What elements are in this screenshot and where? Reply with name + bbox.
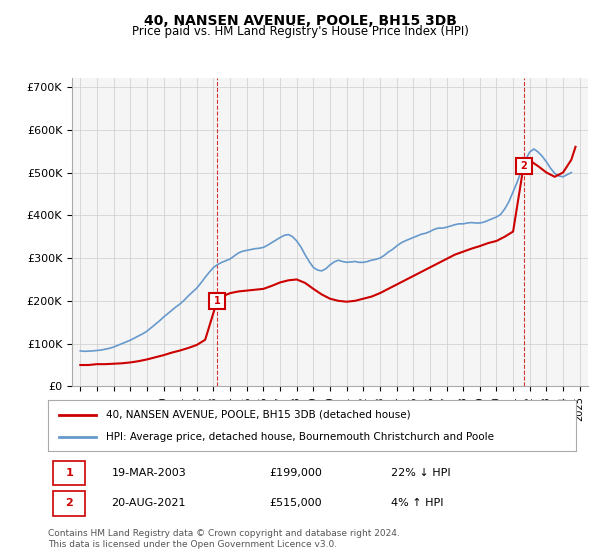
Text: £515,000: £515,000: [270, 498, 322, 508]
Text: 22% ↓ HPI: 22% ↓ HPI: [391, 468, 451, 478]
Text: 19-MAR-2003: 19-MAR-2003: [112, 468, 186, 478]
Text: HPI: Average price, detached house, Bournemouth Christchurch and Poole: HPI: Average price, detached house, Bour…: [106, 432, 494, 442]
Text: 1: 1: [214, 296, 220, 306]
Text: 40, NANSEN AVENUE, POOLE, BH15 3DB (detached house): 40, NANSEN AVENUE, POOLE, BH15 3DB (deta…: [106, 409, 411, 419]
Text: 2: 2: [520, 161, 527, 171]
FancyBboxPatch shape: [53, 461, 85, 486]
FancyBboxPatch shape: [53, 491, 85, 516]
Text: Price paid vs. HM Land Registry's House Price Index (HPI): Price paid vs. HM Land Registry's House …: [131, 25, 469, 38]
Text: 40, NANSEN AVENUE, POOLE, BH15 3DB: 40, NANSEN AVENUE, POOLE, BH15 3DB: [143, 14, 457, 28]
Text: Contains HM Land Registry data © Crown copyright and database right 2024.
This d: Contains HM Land Registry data © Crown c…: [48, 529, 400, 549]
Text: 20-AUG-2021: 20-AUG-2021: [112, 498, 186, 508]
Text: £199,000: £199,000: [270, 468, 323, 478]
Text: 1: 1: [65, 468, 73, 478]
Text: 4% ↑ HPI: 4% ↑ HPI: [391, 498, 444, 508]
Text: 2: 2: [65, 498, 73, 508]
